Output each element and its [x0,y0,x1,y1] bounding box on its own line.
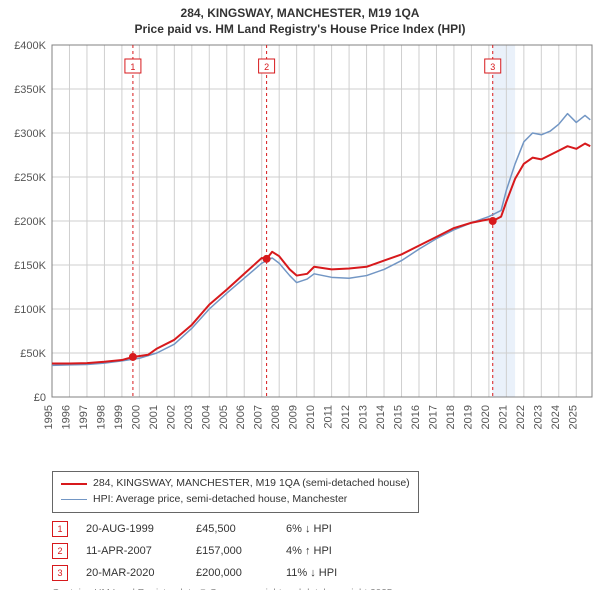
event-marker-label: 3 [490,62,495,72]
chart-svg: £0 £50K £100K £150K £200K £250K £300K £350K £400… [0,37,600,467]
sale-price: £45,500 [196,523,286,535]
chart-area: £0 £50K £100K £150K £200K £250K £300K £350K £400… [0,37,600,467]
sale-diff: 4% ↑ HPI [286,545,376,557]
x-tick-label: 2009 [288,405,300,429]
x-tick-label: 2022 [515,405,527,429]
x-tick-label: 2021 [497,405,509,429]
x-tick-label: 2004 [200,405,212,429]
sale-row: 2 11-APR-2007£157,0004% ↑ HPI [52,543,580,559]
legend-label: 284, KINGSWAY, MANCHESTER, M19 1QA (semi… [93,476,410,492]
x-tick-label: 2001 [148,405,160,429]
x-tick-label: 2006 [235,405,247,429]
x-tick-label: 2000 [130,405,142,429]
sales-table: 1 20-AUG-1999£45,5006% ↓ HPI 2 11-APR-2007£… [52,521,580,581]
title-line2: Price paid vs. HM Land Registry's House … [0,22,600,38]
sale-date: 20-AUG-1999 [86,523,196,535]
chart-title: 284, KINGSWAY, MANCHESTER, M19 1QA Price… [0,0,600,37]
x-tick-label: 1999 [113,405,125,429]
y-tick-label: £150K [14,260,46,272]
sale-marker: 1 [52,521,68,537]
event-dot [263,255,271,263]
sale-date: 11-APR-2007 [86,545,196,557]
y-tick-label: £50K [20,348,46,360]
x-tick-label: 2011 [323,405,335,429]
x-tick-label: 2017 [427,405,439,429]
x-tick-label: 2019 [462,405,474,429]
x-tick-label: 2003 [183,405,195,429]
legend-swatch [61,483,87,485]
x-tick-label: 2005 [218,405,230,429]
event-dot [129,353,137,361]
x-tick-label: 2012 [340,405,352,429]
sale-price: £200,000 [196,567,286,579]
x-tick-label: 2013 [358,405,370,429]
x-tick-label: 2024 [550,405,562,429]
sale-row: 3 20-MAR-2020£200,00011% ↓ HPI [52,565,580,581]
x-tick-label: 2010 [305,405,317,429]
x-tick-label: 2014 [375,405,387,429]
sale-date: 20-MAR-2020 [86,567,196,579]
x-tick-label: 2018 [445,405,457,429]
sale-price: £157,000 [196,545,286,557]
x-tick-label: 2015 [393,405,405,429]
event-marker-label: 2 [264,62,269,72]
x-tick-label: 1996 [60,405,72,429]
x-tick-label: 1998 [95,405,107,429]
x-tick-label: 2025 [567,405,579,429]
legend-item: HPI: Average price, semi-detached house,… [61,492,410,508]
x-tick-label: 2007 [253,405,265,429]
x-tick-label: 2002 [165,405,177,429]
event-marker-label: 1 [130,62,135,72]
y-tick-label: £200K [14,216,46,228]
x-tick-label: 1997 [78,405,90,429]
y-tick-label: £300K [14,128,46,140]
event-dot [489,217,497,225]
sale-diff: 6% ↓ HPI [286,523,376,535]
legend-label: HPI: Average price, semi-detached house,… [93,492,347,508]
x-tick-label: 2016 [410,405,422,429]
x-tick-label: 1995 [43,405,55,429]
sale-marker: 3 [52,565,68,581]
legend-item: 284, KINGSWAY, MANCHESTER, M19 1QA (semi… [61,476,410,492]
y-tick-label: £0 [34,392,46,404]
y-tick-label: £350K [14,84,46,96]
x-tick-label: 2023 [532,405,544,429]
y-tick-label: £100K [14,304,46,316]
sale-marker: 2 [52,543,68,559]
x-tick-label: 2020 [480,405,492,429]
y-tick-label: £250K [14,172,46,184]
y-tick-label: £400K [14,40,46,52]
x-tick-label: 2008 [270,405,282,429]
legend-swatch [61,499,87,500]
legend: 284, KINGSWAY, MANCHESTER, M19 1QA (semi… [52,471,419,513]
sale-row: 1 20-AUG-1999£45,5006% ↓ HPI [52,521,580,537]
sale-diff: 11% ↓ HPI [286,567,376,579]
title-line1: 284, KINGSWAY, MANCHESTER, M19 1QA [0,6,600,22]
